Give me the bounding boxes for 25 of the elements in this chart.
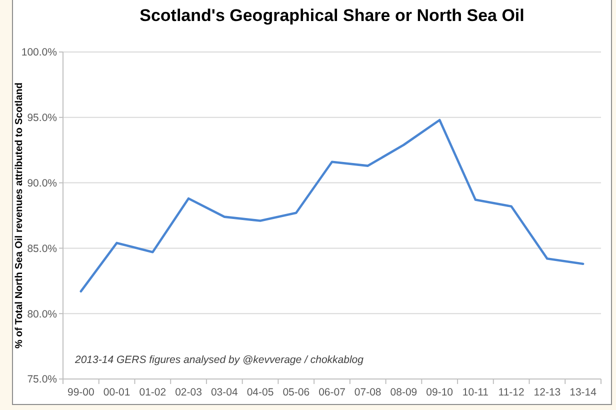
line-series — [80, 118, 584, 293]
x-tick-label: 04-05 — [246, 386, 274, 398]
x-tick-label: 01-02 — [139, 386, 166, 398]
x-tick-label: 08-09 — [390, 386, 418, 398]
x-tick-label: 00-01 — [103, 386, 130, 398]
x-tick-label: 03-04 — [210, 386, 238, 398]
y-tick-label: 90.0% — [27, 178, 57, 190]
x-tick-label: 10-11 — [462, 386, 489, 398]
x-tick-label: 09-10 — [426, 386, 454, 398]
x-tick-label: 13-14 — [570, 386, 597, 398]
y-tick-label: 100.0% — [21, 46, 57, 59]
x-tick-label: 11-12 — [498, 386, 525, 398]
y-axis-title: % of Total North Sea Oil revenues attributed to Scotland — [14, 82, 24, 348]
x-tick-label: 12-13 — [534, 386, 561, 398]
x-tick-label: 05-06 — [282, 386, 310, 398]
chart-title: Scotland's Geographical Share or North Sea Oil — [138, 5, 526, 27]
x-tick-label: 07-08 — [354, 386, 382, 398]
y-tick-label: 80.0% — [27, 308, 57, 320]
x-tick-label: 02-03 — [175, 386, 202, 398]
y-tick-label: 85.0% — [27, 242, 57, 255]
annotation: 2013-14 GERS figures analysed by @kevverage / chokkablog — [75, 353, 364, 367]
y-tick-label: 95.0% — [27, 112, 57, 124]
x-tick-label: 99-00 — [68, 386, 95, 398]
x-tick-label: 06-07 — [318, 386, 346, 398]
y-tick-label: 75.0% — [27, 374, 57, 386]
